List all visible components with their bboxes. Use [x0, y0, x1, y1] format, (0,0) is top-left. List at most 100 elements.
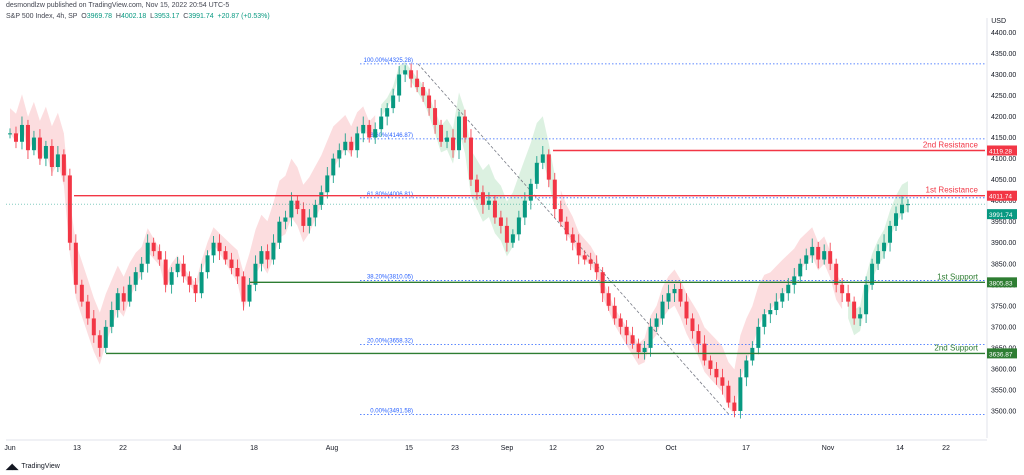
- cloud-bullish-1: [381, 61, 555, 257]
- candle-body: [900, 204, 905, 214]
- candle-body: [55, 154, 60, 168]
- candle-body: [834, 263, 839, 285]
- candle-body: [169, 272, 174, 285]
- x-tick-label: 18: [250, 445, 258, 452]
- candle-body: [480, 192, 485, 205]
- candle-body: [648, 326, 653, 348]
- fib-level-label: 20.00%(3658.32): [367, 338, 413, 344]
- candle-body: [594, 263, 599, 273]
- y-tick-label: 3850.00: [991, 261, 1016, 268]
- candle-body: [253, 263, 258, 285]
- candle-body: [666, 293, 671, 302]
- candle-body: [31, 137, 36, 151]
- candle-body: [181, 263, 186, 277]
- open-value: 3969.78: [86, 13, 113, 20]
- candle-body: [636, 343, 641, 353]
- candle-body: [175, 263, 180, 273]
- candle-body: [498, 217, 503, 226]
- candle-body: [474, 179, 479, 193]
- candle-body: [403, 70, 408, 75]
- candle-body: [49, 145, 54, 168]
- candle-body: [522, 200, 527, 218]
- symbol-label: S&P 500 Index, 4h, SP: [6, 13, 78, 20]
- level-price-tag-text: 4119.28: [989, 148, 1012, 155]
- candle-body: [283, 217, 288, 222]
- candle-body: [876, 251, 881, 264]
- candle-body: [744, 360, 749, 378]
- level-name-label: 2nd Support: [934, 343, 978, 352]
- candle-body: [894, 213, 899, 226]
- candle-body: [205, 255, 210, 273]
- fib-level-label: 0.00%(3491.58): [370, 409, 413, 415]
- level-price-tag: [987, 190, 1017, 201]
- candle-body: [654, 318, 659, 327]
- candle-body: [714, 368, 719, 378]
- candle-body: [750, 347, 755, 361]
- candle-body: [606, 293, 611, 306]
- candle-body: [289, 200, 294, 218]
- candle-body: [277, 221, 282, 243]
- candle-body: [361, 124, 366, 134]
- x-tick-label: 12: [549, 445, 557, 452]
- candle-body: [61, 154, 66, 176]
- y-tick-label: 3700.00: [991, 324, 1016, 331]
- candle-body: [576, 242, 581, 256]
- candle-body: [73, 242, 78, 285]
- level-name-label: 2nd Resistance: [923, 140, 979, 149]
- candle-body: [421, 87, 426, 96]
- fib-level-label: 78.60%(4146.87): [367, 133, 413, 139]
- symbol-ohlc-line: S&P 500 Index, 4h, SP O3969.78 H4002.18 …: [6, 13, 270, 20]
- candle-body: [187, 276, 192, 285]
- candle-body: [313, 204, 318, 218]
- candle-body: [672, 288, 677, 294]
- candle-body: [127, 284, 132, 302]
- candle-body: [708, 360, 713, 369]
- candle-body: [271, 242, 276, 260]
- candle-body: [462, 116, 467, 138]
- candle-body: [882, 242, 887, 252]
- y-tick-label: 3950.00: [991, 219, 1016, 226]
- y-tick-label: 4150.00: [991, 135, 1016, 142]
- y-tick-label: 4000.00: [991, 198, 1016, 205]
- candle-body: [762, 314, 767, 327]
- level-price-tag: [987, 145, 1017, 156]
- candle-body: [193, 284, 198, 294]
- y-tick-label: 4100.00: [991, 156, 1016, 163]
- change-value: +20.87 (+0.53%): [217, 13, 270, 20]
- candle-body: [391, 95, 396, 109]
- candle-body: [558, 209, 563, 222]
- last-price-tag: [987, 209, 1017, 220]
- candle-body: [810, 246, 815, 256]
- candle-body: [223, 251, 228, 260]
- candle-body: [259, 251, 264, 264]
- candle-body: [433, 108, 438, 125]
- candle-body: [13, 133, 18, 142]
- candle-body: [804, 255, 809, 264]
- candle-body: [385, 108, 390, 117]
- x-tick-label: 14: [896, 445, 904, 452]
- candle-body: [373, 129, 378, 138]
- brand-label: TradingView: [21, 463, 60, 470]
- candle-body: [397, 74, 402, 96]
- y-tick-label: 3900.00: [991, 240, 1016, 247]
- x-tick-label: 20: [596, 445, 604, 452]
- close-value: 3991.74: [188, 13, 214, 20]
- x-tick-label: Sep: [501, 445, 514, 452]
- candle-body: [618, 318, 623, 327]
- candle-body: [43, 145, 48, 159]
- candle-body: [25, 124, 30, 151]
- level-price-tag-text: 3636.87: [989, 351, 1013, 358]
- y-tick-label: 4050.00: [991, 177, 1016, 184]
- candle-body: [588, 259, 593, 264]
- candle-body: [756, 326, 761, 348]
- candle-body: [516, 217, 521, 235]
- y-tick-label: 3500.00: [991, 408, 1016, 415]
- candle-body: [97, 335, 102, 348]
- candle-body: [37, 137, 42, 159]
- x-tick-label: Jun: [4, 445, 15, 452]
- x-tick-label: 17: [742, 445, 750, 452]
- tradingview-logo-icon: ◢◣: [6, 462, 19, 471]
- currency-label: USD: [991, 18, 1006, 25]
- candle-body: [468, 137, 473, 180]
